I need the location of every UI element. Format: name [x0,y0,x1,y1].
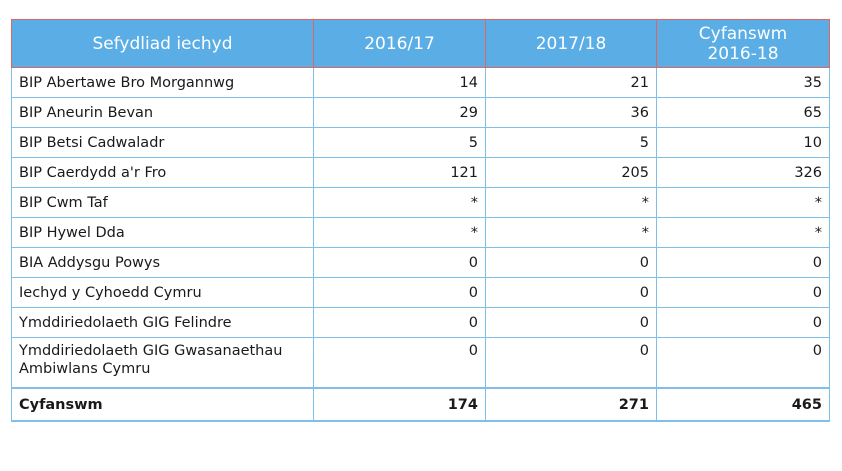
row-name: BIP Betsi Cadwaladr [11,127,314,158]
header-organisation: Sefydliad iechyd [11,19,314,68]
table-row: BIP Caerdydd a'r Fro 121 205 326 [11,157,830,188]
row-value-2016-17: * [313,187,486,218]
table-row: BIP Abertawe Bro Morgannwg 14 21 35 [11,67,830,98]
total-row: Cyfanswm 174 271 465 [11,387,830,422]
row-value-2017-18: * [485,217,657,248]
table-row: Ymddiriedolaeth GIG Felindre 0 0 0 [11,307,830,338]
row-value-2016-17: 0 [313,247,486,278]
row-name: BIP Hywel Dda [11,217,314,248]
row-value-total: 35 [656,67,830,98]
row-name: BIP Aneurin Bevan [11,97,314,128]
health-organisation-table: Sefydliad iechyd 2016/17 2017/18 Cyfansw… [11,19,830,422]
row-value-2016-17: 0 [313,337,486,389]
table-row: BIA Addysgu Powys 0 0 0 [11,247,830,278]
table-row: BIP Aneurin Bevan 29 36 65 [11,97,830,128]
row-value-2016-17: 0 [313,277,486,308]
row-value-total: 0 [656,307,830,338]
total-label: Cyfanswm [11,387,314,422]
row-value-total: 0 [656,277,830,308]
total-value-2017-18: 271 [485,387,657,422]
row-value-2016-17: * [313,217,486,248]
table-row: BIP Cwm Taf * * * [11,187,830,218]
row-name: Ymddiriedolaeth GIG Gwasanaethau Ambiwla… [11,337,314,389]
row-value-2016-17: 5 [313,127,486,158]
row-value-total: * [656,217,830,248]
row-value-total: 65 [656,97,830,128]
total-value-total: 465 [656,387,830,422]
row-value-2016-17: 14 [313,67,486,98]
table-row: Iechyd y Cyhoedd Cymru 0 0 0 [11,277,830,308]
header-2017-18: 2017/18 [485,19,657,68]
row-name: BIP Abertawe Bro Morgannwg [11,67,314,98]
header-total: Cyfanswm 2016-18 [656,19,830,68]
row-value-2017-18: 0 [485,277,657,308]
row-name: BIP Caerdydd a'r Fro [11,157,314,188]
row-value-2016-17: 121 [313,157,486,188]
header-row: Sefydliad iechyd 2016/17 2017/18 Cyfansw… [11,19,830,68]
table-row: BIP Betsi Cadwaladr 5 5 10 [11,127,830,158]
row-name: Iechyd y Cyhoedd Cymru [11,277,314,308]
row-value-2017-18: 205 [485,157,657,188]
row-value-2017-18: 0 [485,337,657,389]
row-name: BIP Cwm Taf [11,187,314,218]
row-value-2017-18: 0 [485,307,657,338]
row-value-2016-17: 0 [313,307,486,338]
row-value-2017-18: 0 [485,247,657,278]
table-row: BIP Hywel Dda * * * [11,217,830,248]
row-value-2017-18: 36 [485,97,657,128]
row-name: Ymddiriedolaeth GIG Felindre [11,307,314,338]
row-value-2016-17: 29 [313,97,486,128]
row-name: BIA Addysgu Powys [11,247,314,278]
table-row: Ymddiriedolaeth GIG Gwasanaethau Ambiwla… [11,337,830,389]
row-value-2017-18: 5 [485,127,657,158]
total-value-2016-17: 174 [313,387,486,422]
row-value-2017-18: 21 [485,67,657,98]
row-value-total: * [656,187,830,218]
row-value-total: 0 [656,247,830,278]
row-value-total: 0 [656,337,830,389]
header-2016-17: 2016/17 [313,19,486,68]
row-value-total: 326 [656,157,830,188]
row-value-2017-18: * [485,187,657,218]
row-value-total: 10 [656,127,830,158]
